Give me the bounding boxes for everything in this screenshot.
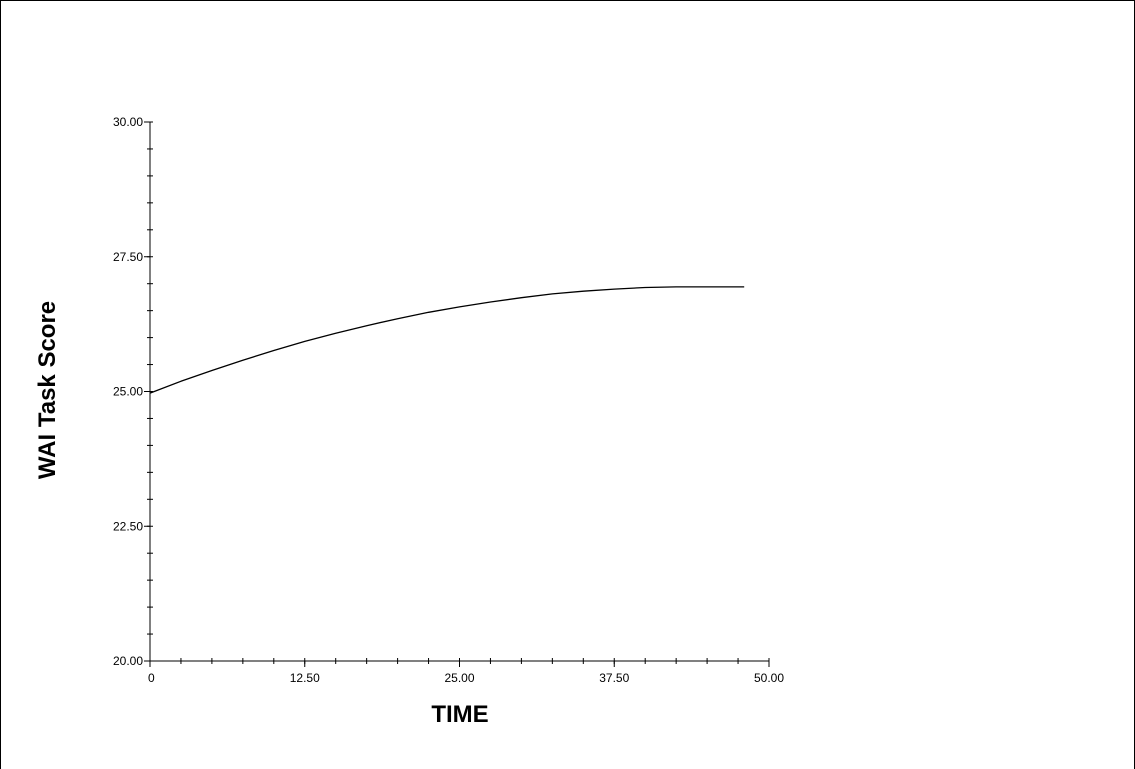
x-tick-label: 25.00 [444,671,474,685]
series-line [149,286,745,394]
y-axis-title: WAI Task Score [34,301,61,479]
y-tick-label: 30.00 [113,115,143,129]
x-tick-label: 0 [148,671,155,685]
x-tick-label: 12.50 [290,671,320,685]
x-tick-label: 50.00 [754,671,784,685]
x-axis-title: TIME [431,701,488,728]
series-layer [149,286,745,394]
y-tick-label: 25.00 [113,385,143,399]
x-tick-label: 37.50 [599,671,629,685]
axes: 20.00 22.50 25.00 27.50 30.00 0 12.50 25.00 37.5… [113,115,784,685]
y-tick-label: 27.50 [113,250,143,264]
y-tick-label: 20.00 [113,654,143,668]
y-tick-label: 22.50 [113,519,143,533]
